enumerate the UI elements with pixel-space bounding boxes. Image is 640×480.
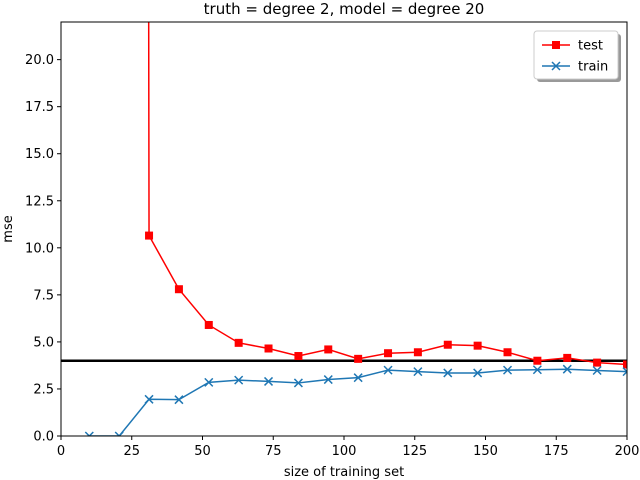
marker: [174, 395, 184, 405]
y-tick-label: 10.0: [25, 241, 54, 256]
x-tick-label: 0: [57, 444, 65, 459]
y-tick-label: 0.0: [33, 430, 54, 445]
axes-frame: [60, 21, 628, 437]
marker: [145, 231, 154, 240]
marker: [264, 344, 273, 353]
marker: [204, 320, 213, 329]
y-tick-label: 20.0: [25, 53, 54, 68]
x-tick-label: 150: [473, 444, 498, 459]
marker: [503, 348, 512, 357]
marker: [592, 365, 602, 376]
y-axis-label: mse: [1, 215, 16, 242]
y-tick-label: 5.0: [33, 335, 54, 350]
x-tick-label: 175: [544, 444, 569, 459]
marker: [413, 367, 423, 377]
x-tick-label: 100: [332, 444, 357, 459]
marker: [114, 431, 124, 436]
y-tick-label: 7.5: [33, 288, 54, 303]
marker: [623, 360, 627, 369]
x-tick-label: 75: [265, 444, 282, 459]
x-axis-label: size of training set: [284, 465, 404, 480]
marker: [323, 375, 333, 385]
marker: [294, 352, 303, 361]
legend-label: train: [578, 60, 608, 75]
y-tick-label: 17.5: [25, 100, 54, 115]
marker: [443, 340, 452, 349]
marker: [174, 285, 183, 294]
marker: [473, 368, 483, 378]
plot-area: [61, 22, 627, 436]
marker: [473, 341, 482, 350]
marker: [622, 367, 627, 377]
y-tick-label: 2.5: [33, 382, 54, 397]
marker: [84, 431, 94, 436]
marker: [413, 348, 422, 357]
marker: [234, 338, 243, 347]
y-tick-label: 12.5: [25, 194, 54, 209]
marker: [384, 349, 393, 358]
chart-title: truth = degree 2, model = degree 20: [204, 0, 485, 18]
x-tick-label: 125: [402, 444, 427, 459]
marker: [563, 353, 572, 362]
marker: [144, 394, 154, 404]
y-tick-label: 15.0: [25, 147, 54, 162]
x-tick-label: 200: [615, 444, 640, 459]
marker: [532, 365, 542, 375]
marker: [293, 378, 303, 388]
legend-marker: [552, 41, 560, 49]
x-tick-label: 50: [194, 444, 211, 459]
marker: [204, 377, 214, 387]
marker: [263, 376, 274, 386]
marker: [324, 345, 333, 354]
x-tick-label: 25: [123, 444, 140, 459]
marker: [353, 373, 363, 383]
marker: [354, 354, 363, 363]
marker: [234, 375, 244, 385]
marker: [502, 365, 513, 375]
marker: [562, 364, 572, 374]
legend-marker: [551, 61, 561, 71]
series-line: [89, 368, 627, 436]
legend-label: test: [578, 39, 603, 54]
marker: [533, 356, 542, 365]
marker: [443, 368, 453, 378]
marker: [383, 365, 393, 375]
marker: [593, 358, 602, 367]
